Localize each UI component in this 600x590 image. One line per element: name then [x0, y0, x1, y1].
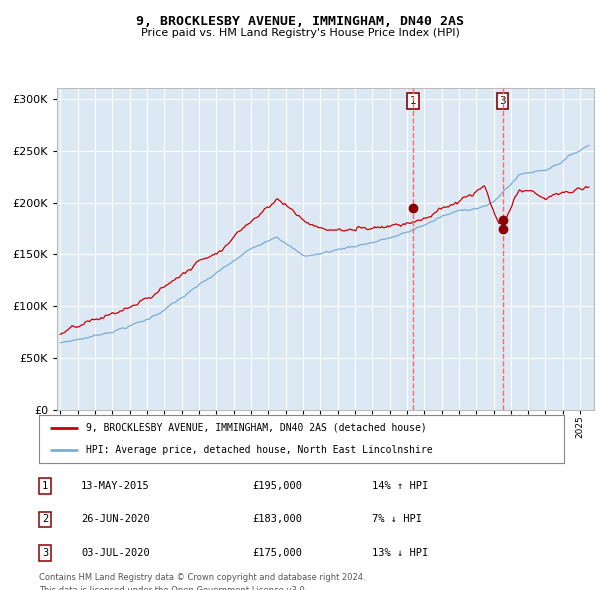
Text: 1: 1 — [42, 481, 48, 491]
Text: Contains HM Land Registry data © Crown copyright and database right 2024.: Contains HM Land Registry data © Crown c… — [39, 573, 365, 582]
Text: 1: 1 — [410, 96, 416, 106]
Text: 9, BROCKLESBY AVENUE, IMMINGHAM, DN40 2AS (detached house): 9, BROCKLESBY AVENUE, IMMINGHAM, DN40 2A… — [86, 423, 427, 433]
Text: 2: 2 — [42, 514, 48, 525]
Text: 13-MAY-2015: 13-MAY-2015 — [81, 481, 150, 491]
Text: 3: 3 — [499, 96, 506, 106]
Text: 03-JUL-2020: 03-JUL-2020 — [81, 548, 150, 558]
Text: 13% ↓ HPI: 13% ↓ HPI — [372, 548, 428, 558]
Text: £195,000: £195,000 — [252, 481, 302, 491]
Text: 14% ↑ HPI: 14% ↑ HPI — [372, 481, 428, 491]
Text: 26-JUN-2020: 26-JUN-2020 — [81, 514, 150, 525]
Text: £183,000: £183,000 — [252, 514, 302, 525]
Text: 3: 3 — [42, 548, 48, 558]
Text: 9, BROCKLESBY AVENUE, IMMINGHAM, DN40 2AS: 9, BROCKLESBY AVENUE, IMMINGHAM, DN40 2A… — [136, 15, 464, 28]
Text: £175,000: £175,000 — [252, 548, 302, 558]
Text: 7% ↓ HPI: 7% ↓ HPI — [372, 514, 422, 525]
Text: HPI: Average price, detached house, North East Lincolnshire: HPI: Average price, detached house, Nort… — [86, 445, 433, 455]
Text: Price paid vs. HM Land Registry's House Price Index (HPI): Price paid vs. HM Land Registry's House … — [140, 28, 460, 38]
Text: This data is licensed under the Open Government Licence v3.0.: This data is licensed under the Open Gov… — [39, 586, 307, 590]
